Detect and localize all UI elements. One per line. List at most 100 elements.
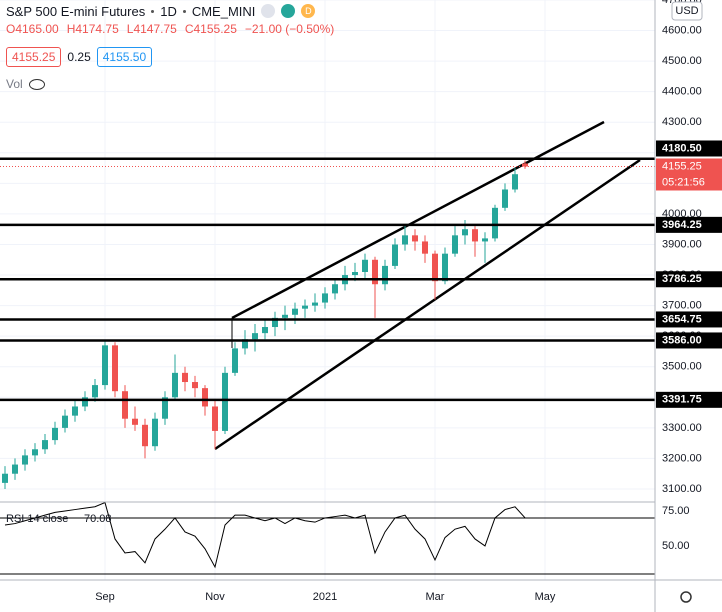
bid[interactable]: 4155.25 (6, 47, 62, 67)
candle-body (502, 189, 508, 208)
level-label: 3391.75 (662, 394, 702, 406)
candle-body (242, 339, 248, 349)
candle-body (62, 415, 68, 428)
level-tag (656, 332, 722, 349)
rsi-title: RSI 14 close (6, 513, 68, 525)
candle-body (32, 449, 38, 456)
level-label: 3586.00 (662, 334, 702, 346)
candle-body (82, 397, 88, 407)
y-tick-label: 4300.00 (662, 116, 702, 128)
y-tick-label: 3100.00 (662, 483, 702, 495)
y-tick-label: 4600.00 (662, 24, 702, 36)
last-price-label: 4155.25 (662, 160, 702, 172)
candle-body (422, 241, 428, 254)
candle-body (162, 397, 168, 419)
candle-body (122, 391, 128, 419)
candle-body (462, 229, 468, 236)
level-tag (656, 391, 722, 408)
candle-body (452, 235, 458, 254)
candle-body (102, 345, 108, 386)
symbol: S&P 500 E-mini Futures (6, 3, 146, 19)
low: L4147.75 (126, 22, 177, 36)
ask[interactable]: 4155.50 (96, 47, 153, 67)
level-label: 3786.25 (662, 273, 702, 285)
level-label: 4180.50 (662, 142, 702, 154)
volume-label: Vol (6, 77, 23, 91)
exchange: CME_MINI (191, 3, 256, 19)
candle-body (402, 235, 408, 245)
candle-body (352, 272, 358, 276)
candle-body (292, 308, 298, 315)
last-price-tag (656, 158, 722, 191)
candle-body (192, 382, 198, 389)
x-tick-label: Sep (95, 591, 115, 603)
candle-body (112, 345, 118, 392)
countdown: 05:21:56 (662, 176, 705, 188)
level-label: 3654.75 (662, 313, 702, 325)
candle-body (12, 464, 18, 474)
candle-body (72, 406, 78, 416)
currency[interactable]: USD (675, 5, 698, 17)
candle-body (52, 427, 58, 441)
level-tag (656, 271, 722, 288)
candle-body (282, 314, 288, 318)
delay-badge: D (301, 4, 316, 18)
y-tick-label: 4000.00 (662, 208, 702, 220)
interval: 1D (160, 3, 177, 19)
candle-body (152, 418, 158, 447)
status-icon (281, 4, 296, 18)
candle-body (512, 174, 518, 190)
candle-body (442, 253, 448, 282)
y-tick-label: 3200.00 (662, 452, 702, 464)
settings-icon[interactable] (680, 591, 692, 603)
candle-body (482, 238, 488, 242)
candle-body (42, 440, 48, 450)
candle-body (432, 253, 438, 282)
candle-body (472, 229, 478, 242)
level-tag (656, 311, 722, 328)
change: −21.00 (−0.50%) (244, 22, 335, 36)
volume-row: Vol (6, 77, 45, 91)
candle-body (322, 293, 328, 303)
candle-body (382, 265, 388, 285)
candle-body (262, 327, 268, 334)
hide-icon[interactable] (28, 78, 45, 90)
candle-body (392, 244, 398, 266)
close: C4155.25 (184, 22, 237, 36)
eye-icon[interactable] (261, 4, 276, 18)
candle-body (492, 207, 498, 239)
candle-body (202, 388, 208, 407)
candle-body (302, 305, 308, 309)
y-tick-label: 3700.00 (662, 300, 702, 312)
y-tick-label: 4500.00 (662, 55, 702, 67)
candle-body (522, 163, 528, 167)
grid (0, 0, 655, 580)
candle-body (222, 372, 228, 431)
candle-body (252, 333, 258, 340)
trend-line (214, 158, 641, 451)
candle-body (172, 372, 178, 398)
rsi-line (4, 501, 526, 569)
currency-box[interactable] (671, 1, 703, 21)
candle-body (412, 235, 418, 242)
y-tick-label: 3500.00 (662, 361, 702, 373)
y-tick-label: 75.00 (662, 505, 690, 517)
candle-body (312, 302, 318, 306)
y-tick-label: 50.00 (662, 540, 690, 552)
rsi-value: 70.08 (84, 513, 112, 525)
open: O4165.00 (6, 22, 59, 36)
x-tick-label: Mar (426, 591, 445, 603)
symbol-row: S&P 500 E-mini Futures 1D CME_MINI D (6, 2, 316, 20)
candle-body (132, 418, 138, 425)
quote-row: 4155.25 0.25 4155.50 (6, 47, 153, 67)
x-tick-label: 2021 (313, 591, 337, 603)
marks (0, 157, 655, 575)
candle-body (232, 348, 238, 373)
candle-body (212, 406, 218, 431)
candle-body (92, 385, 98, 398)
level-tag (656, 216, 722, 233)
y-tick-label: 4400.00 (662, 86, 702, 98)
spread: 0.25 (67, 50, 91, 64)
y-tick-label: 3900.00 (662, 238, 702, 250)
